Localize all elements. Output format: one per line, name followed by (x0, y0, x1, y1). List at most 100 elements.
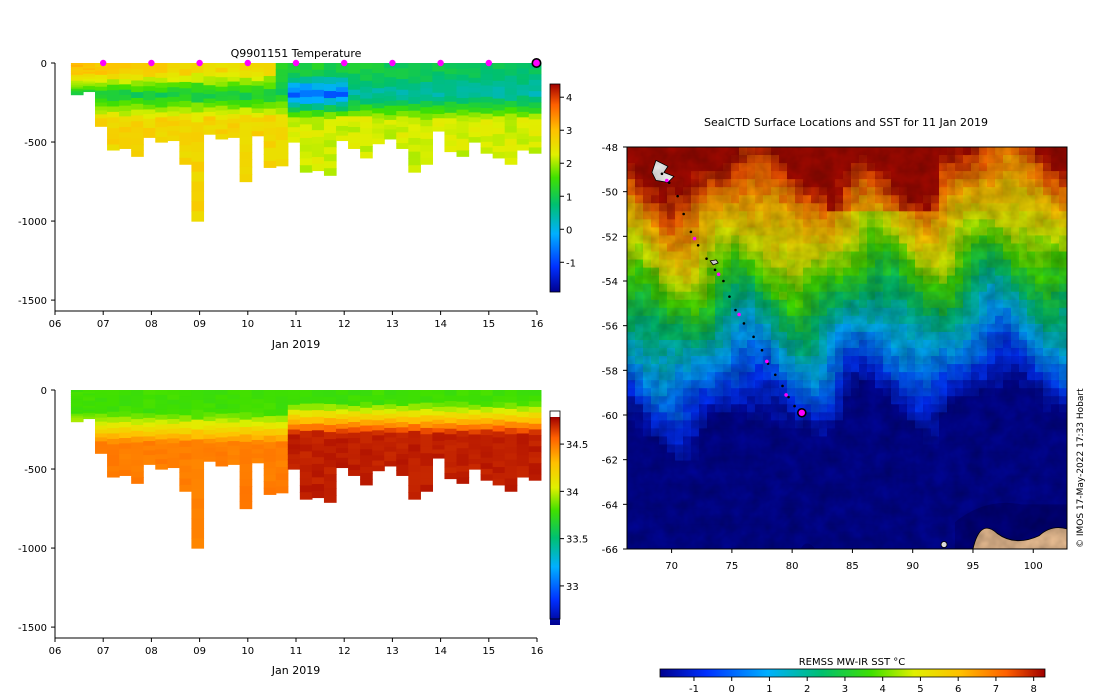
sal-cell (155, 409, 168, 416)
temp-cell (215, 81, 229, 88)
sal-cell (504, 440, 518, 448)
temp-cell (263, 63, 277, 71)
temp-cell (287, 107, 301, 113)
temp-cell (70, 86, 84, 90)
temp-cell (155, 127, 168, 133)
track-point (793, 404, 796, 408)
temp-cell (227, 128, 241, 134)
sal-cell (348, 438, 361, 444)
temp-cell (372, 138, 385, 145)
sal-cell (336, 409, 349, 415)
sal-cell (155, 464, 168, 470)
temperature-colorbar (550, 84, 560, 292)
sal-cell (143, 413, 156, 419)
temp-cell (82, 66, 96, 69)
temp-cell (119, 63, 132, 69)
temp-cell (396, 111, 409, 117)
sal-cell (348, 443, 361, 450)
temp-cell (239, 92, 253, 101)
temp-cell (311, 83, 325, 91)
sst-colorbar-ticks: -1 0 1 2 3 4 5 6 7 8 (659, 668, 1046, 695)
sal-cell (396, 416, 409, 423)
sal-cell (167, 399, 180, 406)
sal-cell (95, 433, 108, 439)
sal-cell (311, 410, 325, 418)
temp-cell (408, 165, 421, 173)
temp-cell (384, 124, 397, 130)
temp-cell (384, 77, 397, 83)
sal-cell (480, 463, 494, 470)
temp-cell (336, 63, 349, 69)
sal-cell (155, 434, 168, 440)
temp-cell (227, 95, 241, 101)
salinity-colorbar-ticks: 34.5 34 33.5 33 (549, 410, 588, 620)
temp-cell (107, 95, 120, 102)
sal-cell (203, 390, 217, 396)
temp-cell (372, 123, 385, 130)
temp-cell (444, 129, 458, 136)
sst-colorbar-tick-label: 4 (880, 684, 886, 695)
temp-cell (287, 92, 301, 99)
sal-cell (372, 400, 385, 406)
temp-cell (360, 98, 373, 106)
sal-cell (251, 408, 265, 414)
temp-cell (311, 110, 325, 118)
sal-cell (432, 428, 446, 434)
temp-cell (227, 109, 241, 115)
temp-cell (492, 140, 506, 147)
sal-cell (167, 414, 180, 420)
sal-cell (82, 409, 96, 412)
temp-cell (70, 74, 84, 78)
sal-cell (323, 495, 337, 503)
sal-cell (384, 442, 397, 448)
temp-cell (323, 84, 337, 92)
sal-cell (275, 428, 289, 436)
temp-cell (360, 122, 373, 129)
sal-cell (287, 429, 301, 436)
temp-cell (504, 81, 518, 89)
sal-cell (468, 424, 482, 431)
sal-cell (70, 401, 84, 405)
temp-cell (336, 96, 349, 103)
sal-cell (263, 396, 277, 404)
temp-cell (179, 100, 193, 108)
sal-cell (263, 448, 277, 456)
sal-cell (456, 436, 470, 444)
temp-cell (251, 112, 265, 119)
temp-cell (287, 122, 301, 128)
sal-cell (420, 440, 434, 448)
temp-cell (107, 101, 120, 108)
temp-cell (227, 90, 241, 97)
temp-cell (70, 84, 84, 88)
sal-cell (155, 394, 168, 401)
temp-colorbar-frame (549, 83, 561, 293)
temperature-colorbar-ticks: 4 3 2 1 0 -1 (549, 83, 576, 293)
temp-cell (456, 68, 470, 76)
temp-cell (131, 68, 144, 76)
temp-cell (492, 92, 506, 100)
sal-cell (360, 455, 373, 462)
sal-cell (384, 408, 397, 415)
temp-cell (191, 151, 205, 163)
temp-cell (456, 80, 470, 87)
sal-cell (408, 396, 421, 405)
temp-cell (348, 84, 361, 91)
sal-cell (336, 433, 349, 440)
sal-cell (323, 488, 337, 496)
temp-cell (95, 106, 108, 112)
sal-cell (311, 416, 325, 425)
sal-cell (311, 437, 325, 445)
sal-y-tick-label: -1000 (18, 544, 47, 555)
temp-cell (251, 81, 265, 87)
temp-cell (167, 130, 180, 137)
sal-cell (203, 425, 217, 431)
temp-cell (167, 72, 180, 79)
sal-cell (384, 432, 397, 439)
temp-cell (299, 97, 313, 105)
temp-cell (275, 152, 289, 160)
sal-cell (82, 416, 96, 420)
sal-cell (480, 390, 494, 397)
sal-cell (143, 403, 156, 410)
temp-cell (456, 150, 470, 157)
temp-cell (119, 95, 132, 101)
